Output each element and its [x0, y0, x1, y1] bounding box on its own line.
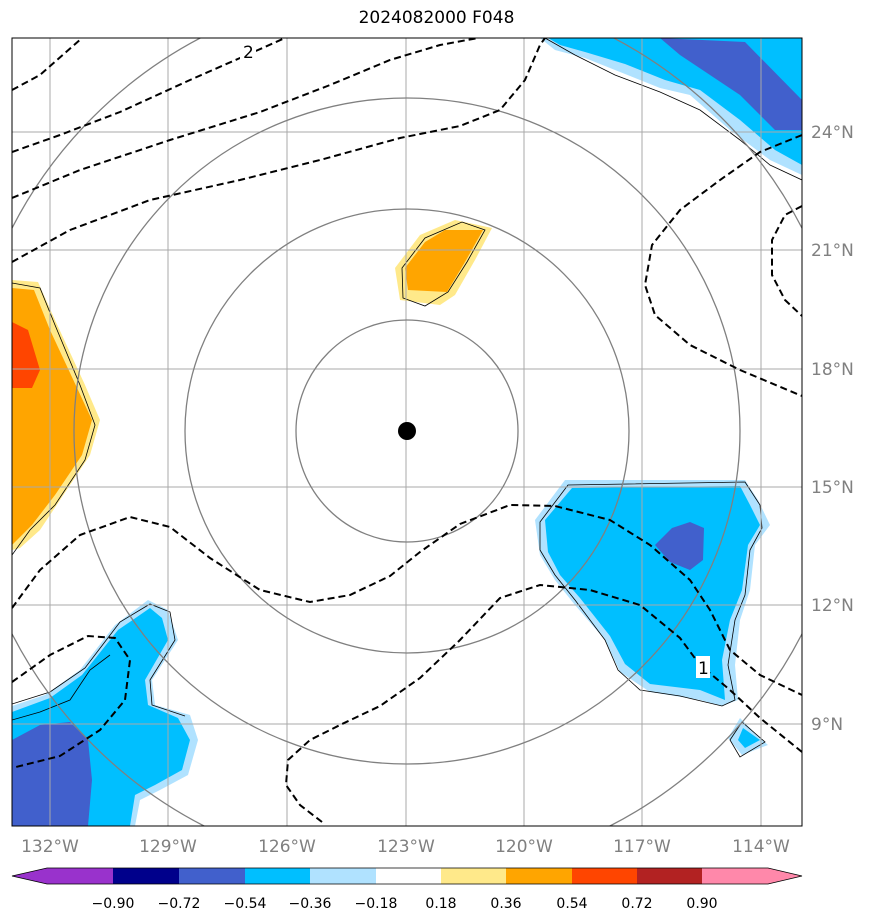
- latitude-labels: 24°N 21°N 18°N 15°N 12°N 9°N: [811, 123, 854, 735]
- lon-label: 120°W: [495, 837, 553, 857]
- colorbar-segment: [245, 868, 310, 884]
- colorbar-tick-label: −0.90: [92, 896, 135, 912]
- lat-label: 15°N: [811, 478, 854, 498]
- lon-label: 129°W: [139, 837, 197, 857]
- colorbar-tick-label: −0.72: [158, 896, 201, 912]
- lon-label: 126°W: [258, 837, 316, 857]
- lat-label: 18°N: [811, 360, 854, 380]
- colorbar-segment: [506, 868, 572, 884]
- shading-center-positive: [395, 220, 492, 305]
- colorbar-tick-label: 0.36: [490, 896, 521, 912]
- colorbar-ticks: −0.90 −0.72 −0.54 −0.36 −0.18 0.18 0.36 …: [92, 896, 718, 912]
- contour-label-bg: [240, 41, 256, 61]
- range-rings: [12, 38, 802, 826]
- colorbar-segment: [376, 868, 441, 884]
- longitude-labels: 132°W 129°W 126°W 123°W 120°W 117°W 114°…: [21, 837, 790, 857]
- lon-label: 114°W: [732, 837, 790, 857]
- colorbar-tick-label: −0.18: [355, 896, 398, 912]
- colorbar: −0.90 −0.72 −0.54 −0.36 −0.18 0.18 0.36 …: [11, 867, 803, 912]
- map-frame: [11, 37, 803, 827]
- shading-top-right: [540, 38, 802, 175]
- map-area: 2 1: [12, 38, 802, 826]
- colorbar-tick-label: −0.54: [224, 896, 267, 912]
- lat-label: 12°N: [811, 596, 854, 616]
- colorbar-segment: [441, 868, 506, 884]
- colorbar-segment: [47, 868, 113, 884]
- colorbar-tick-label: 0.18: [425, 896, 456, 912]
- lon-label: 132°W: [21, 837, 79, 857]
- contour-label-2: 2: [243, 43, 254, 63]
- storm-center-marker: [398, 422, 416, 440]
- shading-bottom-right-negative: [535, 480, 770, 755]
- colorbar-outline: [11, 867, 803, 885]
- contour-labels: 2 1: [240, 41, 710, 679]
- map-title: 2024082000 F048: [358, 8, 515, 28]
- colorbar-segment: [179, 868, 245, 884]
- lon-label: 123°W: [377, 837, 435, 857]
- colorbar-segment: [113, 868, 179, 884]
- shading-bottom-left-negative: [12, 600, 198, 826]
- colorbar-tick-label: 0.90: [686, 896, 717, 912]
- colorbar-segment: [572, 868, 637, 884]
- colorbar-extend-low: [12, 868, 47, 884]
- shading-outlines: [12, 38, 802, 758]
- shading-left-positive: [12, 280, 100, 550]
- colorbar-segment: [310, 868, 376, 884]
- lat-label: 9°N: [811, 715, 843, 735]
- contour-label-bg: [696, 656, 710, 678]
- graticule: [12, 38, 802, 826]
- lon-label: 117°W: [613, 837, 671, 857]
- colorbar-tick-label: 0.54: [556, 896, 587, 912]
- colorbar-segment: [702, 868, 768, 884]
- colorbar-tick-label: −0.36: [289, 896, 332, 912]
- lat-label: 21°N: [811, 241, 854, 261]
- contour-label-1: 1: [698, 659, 709, 679]
- colorbar-tick-label: 0.72: [621, 896, 652, 912]
- colorbar-segment: [637, 868, 702, 884]
- lat-label: 24°N: [811, 123, 854, 143]
- colorbar-extend-high: [768, 868, 802, 884]
